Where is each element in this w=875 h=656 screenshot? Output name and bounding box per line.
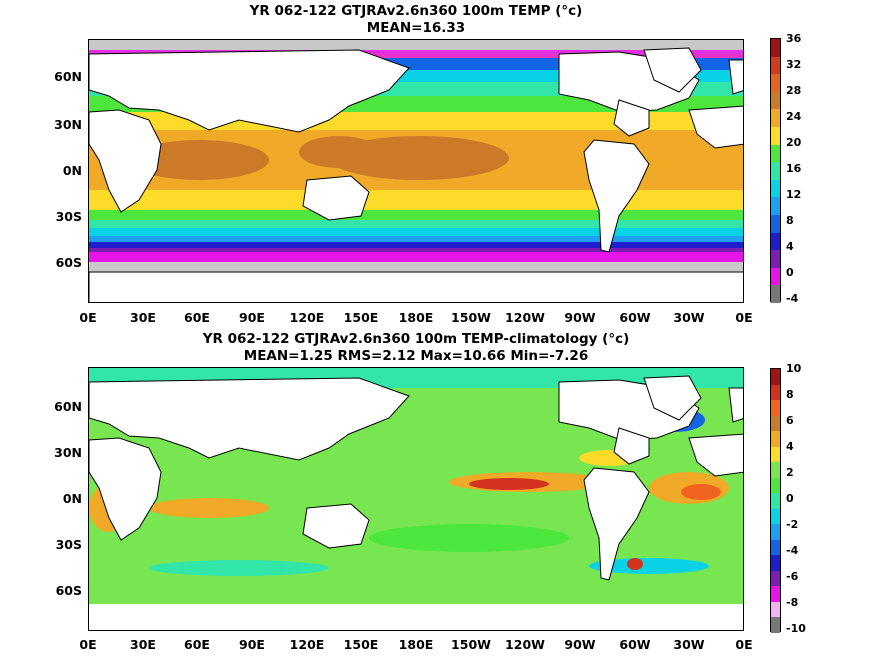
panel2-lon-label: 30W (673, 637, 705, 652)
panel1-lon-label: 0E (79, 310, 97, 325)
colorbar-segment (771, 214, 780, 233)
panel1-lon-label: 150W (451, 310, 491, 325)
panel2-lon-label: 90E (239, 637, 265, 652)
colorbar-segment (771, 369, 780, 385)
colorbar-label: 6 (786, 414, 794, 427)
colorbar-segment (771, 56, 780, 75)
panel1-lon-label: 180E (398, 310, 434, 325)
panel1-map (88, 39, 744, 303)
colorbar-segment (771, 400, 780, 416)
colorbar-label: 2 (786, 466, 794, 479)
panel1-lon-label: 60W (619, 310, 651, 325)
colorbar-label: 8 (786, 388, 794, 401)
panel2-lon-label: 60W (619, 637, 651, 652)
colorbar-segment (771, 91, 780, 110)
panel1-lat-label: 60N (54, 69, 82, 84)
panel1-lon-label: 30E (130, 310, 156, 325)
panel1-lat-label: 30S (55, 209, 82, 224)
colorbar-segment (771, 431, 780, 447)
colorbar-segment (771, 384, 780, 401)
panel1-lon-label: 150E (343, 310, 379, 325)
colorbar-label: -6 (786, 570, 799, 583)
colorbar-label: 16 (786, 162, 802, 175)
panel1-lon-label: 120W (505, 310, 545, 325)
colorbar-segment (771, 462, 780, 478)
colorbar-label: 28 (786, 84, 802, 97)
panel2-lon-label: 30E (130, 637, 156, 652)
panel1-title-line1: YR 062-122 GTJRAv2.6n360 100m TEMP (°c) (249, 3, 583, 19)
colorbar-label: 36 (786, 32, 802, 45)
colorbar-segment (771, 524, 780, 540)
colorbar-label: -2 (786, 518, 799, 531)
colorbar-label: 4 (786, 240, 794, 253)
colorbar-segment (771, 539, 780, 556)
colorbar-segment (771, 285, 780, 303)
panel1-lon-label: 60E (184, 310, 210, 325)
panel2-lon-label: 0E (79, 637, 97, 652)
colorbar-segment (771, 250, 780, 268)
panel1-lon-label: 90E (239, 310, 265, 325)
colorbar-segment (771, 74, 780, 92)
panel2-lat-label: 60N (54, 399, 82, 414)
panel2-lon-label: 60E (184, 637, 210, 652)
colorbar-segment (771, 162, 780, 180)
panel2-map (88, 367, 744, 631)
panel1-lat-label: 0N (62, 163, 82, 178)
colorbar-label: -10 (786, 622, 806, 635)
panel2-title-line2: MEAN=1.25 RMS=2.12 Max=10.66 Min=-7.26 (243, 348, 589, 364)
panel2-lon-label: 150E (343, 637, 379, 652)
colorbar-label: 20 (786, 136, 802, 149)
colorbar-segment (771, 601, 780, 618)
panel1-colorbar (770, 38, 781, 303)
panel1-title-line2: MEAN=16.33 (366, 20, 466, 36)
panel2-lon-label: 180E (398, 637, 434, 652)
colorbar-segment (771, 179, 780, 198)
colorbar-label: 32 (786, 58, 802, 71)
panel1-lat-label: 30N (54, 117, 82, 132)
panel2-lon-label: 90W (564, 637, 596, 652)
panel2-title-line1: YR 062-122 GTJRAv2.6n360 100m TEMP-clima… (202, 331, 630, 347)
panel1-lon-label: 120E (289, 310, 325, 325)
colorbar-label: 24 (786, 110, 802, 123)
colorbar-label: 12 (786, 188, 802, 201)
panel1-lon-label: 0E (735, 310, 753, 325)
panel2-lon-label: 120E (289, 637, 325, 652)
colorbar-segment (771, 415, 780, 432)
panel2-lat-label: 0N (62, 491, 82, 506)
panel1-lat-label: 60S (55, 255, 82, 270)
colorbar-segment (771, 267, 780, 286)
colorbar-label: 0 (786, 492, 794, 505)
colorbar-segment (771, 477, 780, 494)
panel2-lon-label: 0E (735, 637, 753, 652)
colorbar-segment (771, 555, 780, 571)
colorbar-label: -4 (786, 544, 799, 557)
panel2-lat-label: 60S (55, 583, 82, 598)
colorbar-label: -8 (786, 596, 799, 609)
colorbar-label: 0 (786, 266, 794, 279)
colorbar-segment (771, 126, 780, 145)
colorbar-segment (771, 197, 780, 215)
panel1-lon-label: 90W (564, 310, 596, 325)
colorbar-segment (771, 508, 780, 525)
colorbar-segment (771, 586, 780, 602)
colorbar-label: 4 (786, 440, 794, 453)
colorbar-label: 10 (786, 362, 802, 375)
colorbar-segment (771, 617, 780, 633)
colorbar-segment (771, 493, 780, 509)
colorbar-segment (771, 570, 780, 587)
colorbar-segment (771, 109, 780, 127)
panel2-lon-label: 120W (505, 637, 545, 652)
colorbar-segment (771, 144, 780, 163)
colorbar-label: 8 (786, 214, 794, 227)
panel1-lon-label: 30W (673, 310, 705, 325)
panel2-lat-label: 30S (55, 537, 82, 552)
colorbar-label: -4 (786, 292, 799, 305)
colorbar-segment (771, 232, 780, 251)
panel2-colorbar (770, 368, 781, 633)
panel2-lat-label: 30N (54, 445, 82, 460)
colorbar-segment (771, 446, 780, 463)
panel2-lon-label: 150W (451, 637, 491, 652)
colorbar-segment (771, 39, 780, 57)
